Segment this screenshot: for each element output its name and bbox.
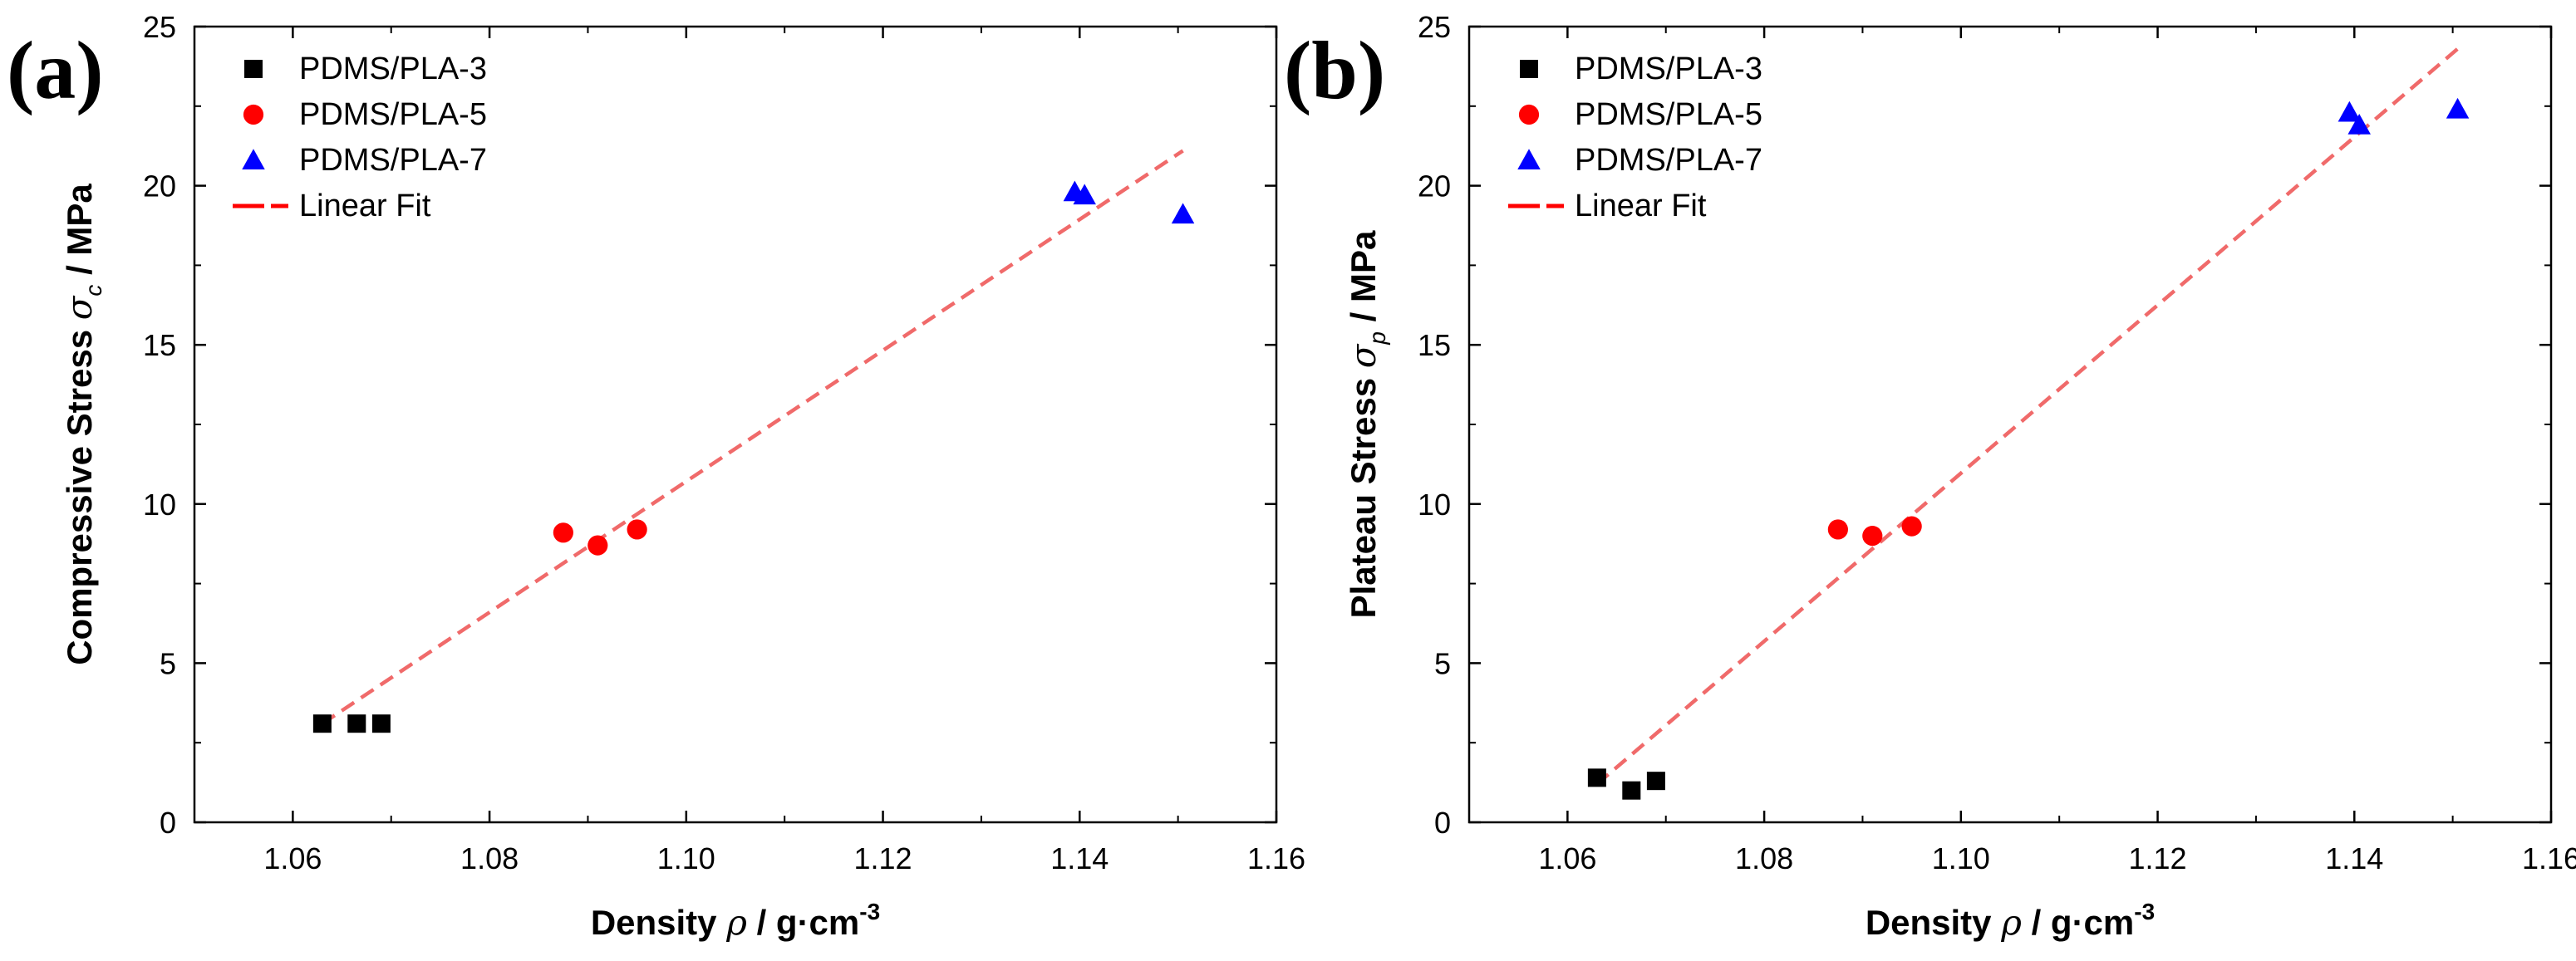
data-point xyxy=(1646,772,1665,791)
legend-label: PDMS/PLA-3 xyxy=(1575,51,1762,86)
y-tick-label: 25 xyxy=(1418,10,1451,44)
legend-label: Linear Fit xyxy=(1575,189,1707,223)
data-point xyxy=(1587,768,1606,787)
x-axis-title: Density ρ / g·cm-3 xyxy=(1866,899,2155,943)
legend: PDMS/PLA-3 PDMS/PLA-5 PDMS/PLA-7 Linear Fit xyxy=(233,51,487,223)
y-tick-label: 5 xyxy=(1434,646,1451,680)
data-point xyxy=(312,714,332,733)
x-tick-label: 1.08 xyxy=(460,841,519,875)
legend-marker xyxy=(243,104,264,125)
x-tick-label: 1.12 xyxy=(854,841,912,875)
legend-label: Linear Fit xyxy=(299,189,431,223)
y-axis-title-symbol: σ xyxy=(59,295,100,320)
data-point xyxy=(553,522,573,543)
data-point xyxy=(1171,203,1195,224)
y-tick-label: 20 xyxy=(1418,169,1451,203)
x-tick-label: 1.14 xyxy=(2325,841,2383,875)
y-tick-label: 15 xyxy=(1418,328,1451,362)
data-point xyxy=(1901,516,1922,537)
y-axis-title-text: Plateau Stress xyxy=(1344,368,1383,618)
x-axis-title-symbol: ρ xyxy=(725,902,747,943)
x-axis-title-sup: -3 xyxy=(2134,899,2155,924)
x-tick-label: 1.06 xyxy=(263,841,322,875)
y-tick-label: 5 xyxy=(160,646,176,680)
y-tick-label: 0 xyxy=(1434,806,1451,840)
linear-fit-line xyxy=(321,149,1184,726)
legend-marker xyxy=(244,60,263,78)
data-point xyxy=(1827,519,1848,540)
y-axis-title-unit: / MPa xyxy=(1344,230,1383,331)
legend-marker xyxy=(1517,149,1541,169)
legend-marker xyxy=(242,149,265,169)
legend-label: PDMS/PLA-5 xyxy=(299,97,487,132)
y-axis-title-unit: / MPa xyxy=(60,184,99,285)
y-tick-label: 20 xyxy=(143,169,176,203)
x-tick-label: 1.12 xyxy=(2129,841,2187,875)
x-tick-label: 1.16 xyxy=(1247,841,1305,875)
y-axis-title-sub: p xyxy=(1364,331,1390,346)
x-tick-label: 1.16 xyxy=(2522,841,2576,875)
y-tick-label: 15 xyxy=(143,328,176,362)
y-axis-title-text: Compressive Stress xyxy=(60,320,99,665)
data-point xyxy=(347,714,366,733)
legend-marker xyxy=(1520,60,1538,78)
x-axis-title-text: Density xyxy=(591,903,726,942)
y-axis-title: Compressive Stress σc / MPa xyxy=(59,184,106,665)
legend-label: PDMS/PLA-5 xyxy=(1575,97,1762,132)
data-point xyxy=(2446,97,2470,119)
data-point xyxy=(2338,101,2362,122)
legend-marker xyxy=(1518,104,1540,125)
linear-fit-line xyxy=(1595,47,2460,786)
legend-label: PDMS/PLA-7 xyxy=(299,143,487,178)
y-tick-label: 0 xyxy=(160,806,176,840)
x-axis-title-sup: -3 xyxy=(859,899,880,924)
x-axis-title-symbol: ρ xyxy=(2000,902,2022,943)
data-point xyxy=(2347,114,2371,135)
y-tick-label: 25 xyxy=(143,10,176,44)
y-axis-title-sub: c xyxy=(81,285,106,297)
panel-label: (a) xyxy=(7,24,104,116)
chart-panel-b: 1.06 1.08 1.10 1.12 1.14 1.16 0 5 10 15 20 25 PDMS/P… xyxy=(1284,10,2576,943)
x-axis-title: Density ρ / g·cm-3 xyxy=(591,899,880,943)
x-axis-title-unit: / g·cm xyxy=(747,903,859,942)
x-axis-title-text: Density xyxy=(1866,903,2001,942)
legend-label: PDMS/PLA-7 xyxy=(1575,143,1762,178)
data-point xyxy=(1862,526,1883,547)
legend-label: PDMS/PLA-3 xyxy=(299,51,487,86)
y-tick-label: 10 xyxy=(143,488,176,522)
data-point xyxy=(627,519,647,540)
x-tick-label: 1.06 xyxy=(1538,841,1596,875)
x-tick-label: 1.10 xyxy=(657,841,715,875)
data-point xyxy=(1073,184,1096,205)
x-tick-label: 1.10 xyxy=(1932,841,1990,875)
x-tick-label: 1.08 xyxy=(1735,841,1793,875)
legend: PDMS/PLA-3 PDMS/PLA-5 PDMS/PLA-7 Linear Fit xyxy=(1508,51,1762,223)
y-tick-label: 10 xyxy=(1418,488,1451,522)
data-point xyxy=(587,535,608,556)
y-axis-title-symbol: σ xyxy=(1343,343,1384,368)
chart-panel-a: 1.06 1.08 1.10 1.12 1.14 1.16 0 5 10 15 20 25 PDMS/P… xyxy=(7,10,1305,943)
data-point xyxy=(371,714,391,733)
data-point xyxy=(1622,781,1641,800)
panel-label: (b) xyxy=(1284,24,1385,116)
x-axis-title-unit: / g·cm xyxy=(2022,903,2134,942)
x-tick-label: 1.14 xyxy=(1050,841,1109,875)
y-axis-title: Plateau Stress σp / MPa xyxy=(1343,230,1390,618)
